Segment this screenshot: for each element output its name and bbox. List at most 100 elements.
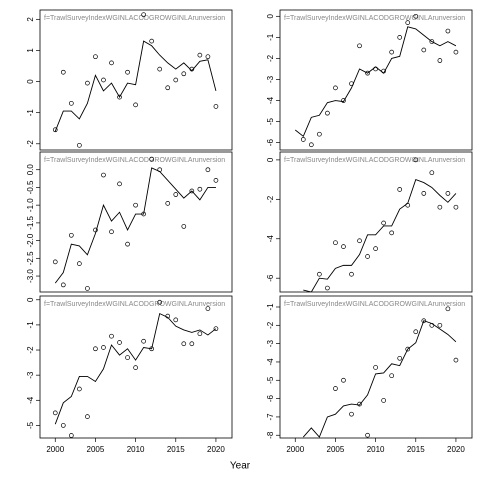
data-point — [397, 355, 403, 361]
plot-area — [52, 299, 219, 438]
y-tick-label: -3 — [266, 340, 275, 348]
panel-frame — [279, 151, 473, 293]
plot-area — [52, 156, 219, 291]
data-point — [413, 157, 419, 163]
data-point — [333, 85, 338, 91]
data-point — [213, 178, 219, 183]
y-tick-label: -1 — [266, 33, 275, 41]
data-point — [213, 326, 219, 332]
panel-title: f=TrawlSurveyIndexWGINLACODGROWGINLArunv… — [44, 301, 225, 308]
panel: f=TrawlSurveyIndexWGINLACODGROWGINLArunv… — [26, 295, 233, 454]
data-point — [77, 386, 82, 392]
trend-line — [302, 320, 457, 438]
data-point — [205, 54, 211, 60]
panel-frame — [39, 295, 233, 439]
panel-title: f=TrawlSurveyIndexWGINLACODGROWGINLArunv… — [44, 15, 225, 22]
data-point — [453, 49, 459, 55]
y-tick-label: 2 — [26, 17, 35, 22]
x-tick-label: 2010 — [367, 445, 385, 454]
data-point — [85, 80, 90, 86]
data-point — [197, 52, 203, 58]
panel-frame — [39, 151, 233, 293]
data-point — [389, 49, 395, 55]
data-point — [365, 432, 370, 438]
data-point — [429, 39, 435, 44]
data-point — [197, 331, 203, 337]
data-point — [109, 333, 114, 339]
data-point — [413, 13, 419, 19]
panel-title: f=TrawlSurveyIndexWGINLACODGROWGINLArunv… — [284, 15, 465, 22]
y-tick-label: -1.5 — [26, 215, 35, 229]
data-point — [421, 191, 427, 196]
data-point — [341, 244, 346, 249]
y-tick-label: -6 — [266, 139, 275, 147]
y-tick-label: -5 — [266, 376, 275, 384]
y-tick-label: 0 — [266, 14, 275, 19]
trend-line — [303, 179, 457, 292]
data-point — [437, 204, 443, 210]
data-point — [141, 338, 146, 344]
y-tick-label: -6 — [266, 274, 275, 282]
y-tick-label: -2.0 — [26, 233, 35, 247]
data-point — [93, 346, 98, 352]
data-point — [125, 355, 130, 360]
data-point — [381, 398, 386, 403]
data-point — [197, 186, 203, 192]
panel: f=TrawlSurveyIndexWGINLACODGROWGINLArunv… — [26, 151, 233, 293]
trend-line — [54, 40, 217, 132]
panel-frame — [279, 295, 473, 439]
data-point — [117, 94, 122, 100]
data-point — [189, 188, 195, 194]
data-point — [357, 401, 362, 407]
data-point — [149, 38, 155, 44]
panel-title: f=TrawlSurveyIndexWGINLACODGROWGINLArunv… — [284, 157, 465, 164]
data-point — [373, 365, 378, 370]
y-tick-label: -2 — [26, 140, 35, 148]
data-point — [77, 142, 82, 148]
data-point — [117, 181, 122, 187]
x-tick-label: 2005 — [87, 445, 105, 454]
data-point — [325, 110, 330, 116]
panel-title: f=TrawlSurveyIndexWGINLACODGROWGINLArunv… — [284, 301, 465, 308]
y-tick-label: -4 — [266, 96, 275, 104]
data-point — [60, 69, 66, 75]
plot-area — [52, 12, 219, 148]
data-point — [365, 70, 370, 76]
panel-frame — [279, 9, 473, 151]
data-point — [365, 254, 370, 259]
data-point — [325, 285, 330, 291]
x-tick-label: 2000 — [46, 445, 64, 454]
data-point — [181, 71, 187, 77]
data-point — [60, 282, 66, 288]
data-point — [317, 271, 322, 277]
data-point — [173, 317, 179, 323]
y-tick-label: 0 — [266, 157, 275, 162]
plot-area — [303, 157, 459, 292]
data-point — [397, 187, 403, 192]
y-tick-label: -5 — [266, 117, 275, 125]
data-point — [405, 346, 411, 352]
data-point — [389, 230, 395, 236]
data-point — [453, 204, 459, 210]
data-point — [181, 341, 187, 347]
data-point — [165, 85, 171, 91]
data-point — [349, 411, 354, 417]
y-tick-label: -2 — [26, 346, 35, 354]
data-point — [109, 229, 114, 235]
data-point — [85, 414, 90, 419]
data-point — [125, 241, 130, 247]
data-point — [437, 322, 443, 328]
plot-area — [302, 306, 459, 438]
x-tick-label: 2000 — [286, 445, 304, 454]
data-point — [453, 357, 459, 363]
y-tick-label: -6 — [266, 395, 275, 403]
data-point — [125, 69, 130, 75]
data-point — [52, 127, 58, 133]
data-point — [68, 433, 74, 438]
data-point — [101, 77, 106, 83]
data-point — [421, 318, 427, 324]
data-point — [133, 202, 138, 208]
data-point — [341, 98, 346, 103]
y-tick-label: -2 — [266, 54, 275, 62]
